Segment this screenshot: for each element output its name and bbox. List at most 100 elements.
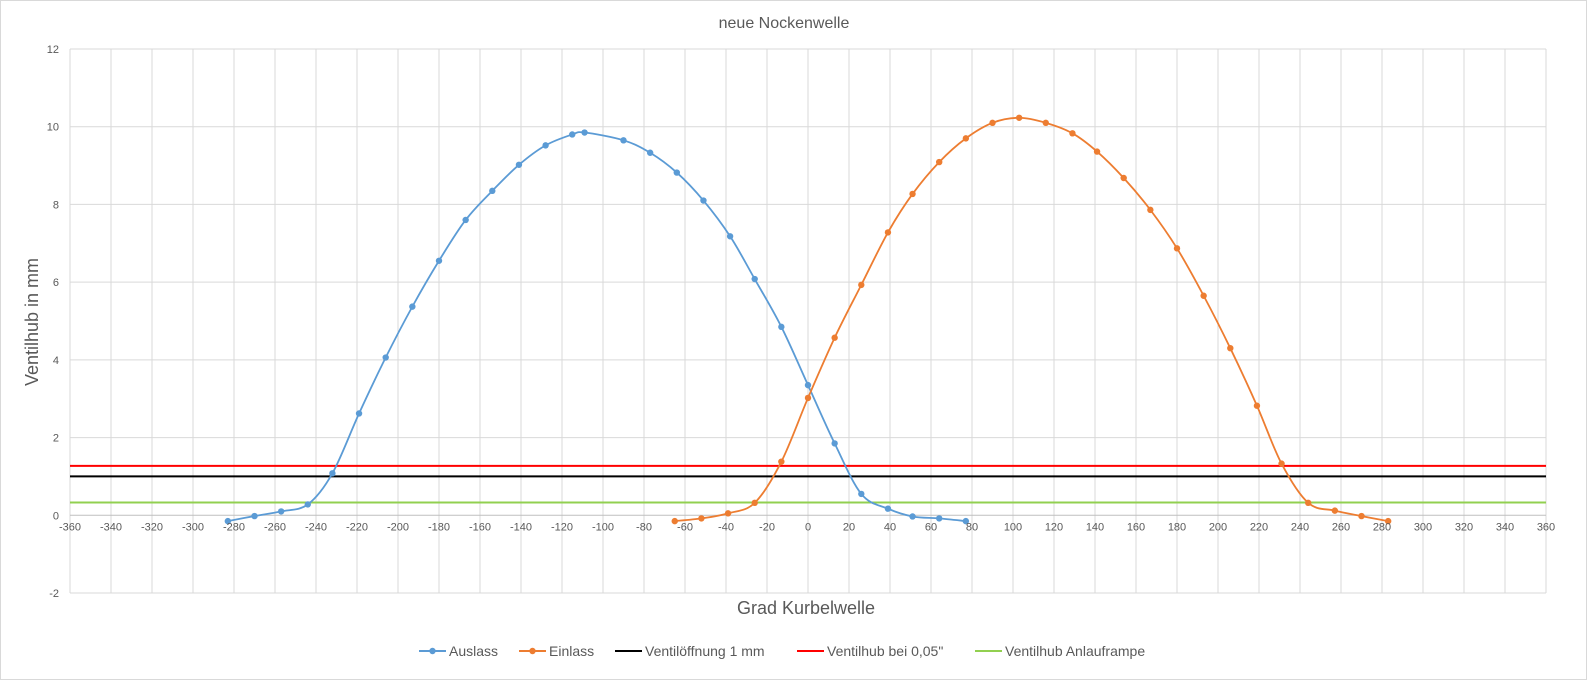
series-line [227,131,966,523]
data-point [884,229,892,236]
x-tick-label: 220 [1250,521,1268,533]
data-point [355,410,363,417]
x-tick-label: -340 [100,521,122,533]
data-point [804,394,812,402]
x-tick-label: -100 [592,521,614,533]
x-tick-label: 20 [843,521,855,533]
data-point [962,517,970,525]
data-point [831,334,838,341]
data-point [224,517,232,525]
data-point [1173,245,1181,252]
x-tick-label: -200 [387,521,409,533]
data-point [858,281,865,289]
data-point [277,508,285,515]
data-point [1253,402,1261,409]
data-point [646,149,654,156]
data-point [884,505,892,512]
data-point [858,490,865,498]
x-tick-label: 100 [1004,521,1022,533]
x-tick-label: 360 [1537,521,1555,533]
grid [69,48,1547,594]
x-tick-label: -320 [141,521,163,533]
y-tick-label: 0 [53,510,59,522]
y-axis-title: Ventilhub in mm [22,258,42,386]
y-tick-label: 4 [53,355,59,367]
data-point [831,440,838,447]
data-point [671,517,678,525]
x-axis-title: Grad Kurbelwelle [737,598,875,618]
legend-label: Einlass [549,643,594,659]
data-point [673,169,680,176]
data-point [1120,174,1127,182]
x-tick-label: -120 [551,521,573,533]
plot-area [70,114,1546,525]
x-tick-label: -160 [469,521,491,533]
y-tick-label: 8 [53,199,59,211]
legend-marker [429,647,436,655]
data-point [804,381,812,389]
data-point [569,131,576,138]
x-tick-label: 200 [1209,521,1227,533]
data-point [778,323,785,331]
data-point [724,510,732,517]
data-point [1093,148,1101,155]
data-point [1384,517,1392,525]
x-tick-label: -60 [677,521,693,533]
x-tick-label: -220 [346,521,368,533]
x-tick-label: -360 [59,521,81,533]
data-point [435,257,443,264]
data-point [726,233,734,240]
x-tick-label: 320 [1455,521,1473,533]
data-point [1358,512,1365,520]
x-tick-label: 80 [966,521,978,533]
data-point [1278,460,1285,467]
x-tick-label: -80 [636,521,652,533]
data-point [1331,507,1339,514]
x-tick-label: -40 [718,521,734,533]
legend: Auslass Einlass Ventilöffnung 1 mm Ventilhu… [419,643,1145,659]
x-tick-label: 60 [925,521,937,533]
data-point [515,161,523,168]
data-point [251,512,258,520]
x-tick-label: 120 [1045,521,1063,533]
data-point [1015,114,1023,121]
data-point [909,190,916,198]
data-point [489,187,496,195]
x-tick-label: -180 [428,521,450,533]
data-point [382,354,389,361]
data-point [1147,206,1154,214]
data-point [1227,345,1234,352]
x-tick-label: 300 [1414,521,1432,533]
x-tick-label: -300 [182,521,204,533]
data-point [304,501,311,508]
data-point [620,137,627,144]
x-tick-label: 240 [1291,521,1309,533]
data-point [989,119,996,127]
x-tick-label: 160 [1127,521,1145,533]
x-tick-label: 140 [1086,521,1104,533]
data-point [1069,130,1076,137]
legend-marker [529,647,536,655]
data-point [936,158,943,166]
tick-labels: -360 -340 -320 -300 -280 -260 -240 -220 -200 -180… [47,44,1555,600]
legend-label: Ventilhub bei 0,05" [827,643,943,659]
data-point [542,142,549,149]
chart-title: neue Nockenwelle [719,15,850,32]
y-tick-label: 6 [53,277,59,289]
data-point [1305,499,1312,507]
x-tick-label: 0 [805,521,811,533]
data-point [751,499,758,507]
data-point [409,303,416,310]
x-tick-label: 280 [1373,521,1391,533]
x-tick-label: -20 [759,521,775,533]
x-tick-label: 180 [1168,521,1186,533]
x-tick-label: 340 [1496,521,1514,533]
data-point [329,470,336,477]
data-point [1042,119,1050,127]
y-tick-label: -2 [49,588,59,600]
data-point [909,513,916,520]
legend-label: Ventilöffnung 1 mm [645,643,765,659]
y-tick-label: 10 [47,122,59,134]
data-point [700,197,707,204]
